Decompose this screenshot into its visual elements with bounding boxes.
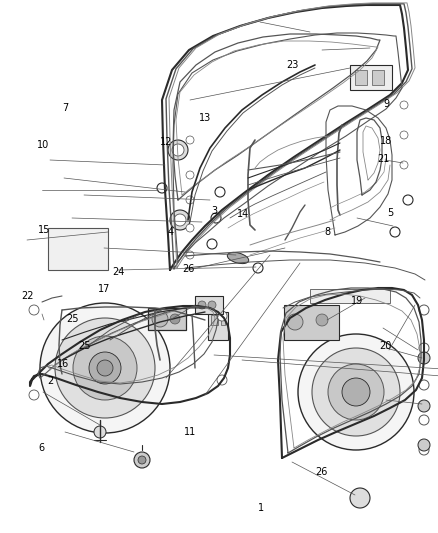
Circle shape xyxy=(400,131,408,139)
Circle shape xyxy=(97,360,113,376)
Text: 24: 24 xyxy=(112,267,124,277)
Circle shape xyxy=(172,144,184,156)
Circle shape xyxy=(29,390,39,400)
Circle shape xyxy=(170,314,180,324)
Text: 25: 25 xyxy=(66,314,78,324)
Bar xyxy=(355,70,367,85)
Bar xyxy=(310,289,390,303)
Circle shape xyxy=(170,210,190,230)
Text: 10: 10 xyxy=(37,140,49,150)
Text: 20: 20 xyxy=(379,342,392,351)
Circle shape xyxy=(207,239,217,249)
Circle shape xyxy=(73,336,137,400)
Circle shape xyxy=(215,187,225,197)
Circle shape xyxy=(298,334,414,450)
Circle shape xyxy=(328,364,384,420)
Bar xyxy=(372,70,384,85)
Circle shape xyxy=(94,426,106,438)
Text: 12: 12 xyxy=(160,138,173,147)
Bar xyxy=(208,312,228,340)
Bar xyxy=(221,315,225,325)
Circle shape xyxy=(89,352,121,384)
Circle shape xyxy=(186,196,194,204)
Circle shape xyxy=(316,314,328,326)
Text: 25: 25 xyxy=(78,342,90,351)
Text: 6: 6 xyxy=(39,443,45,453)
Text: 1: 1 xyxy=(258,503,264,513)
Bar xyxy=(48,228,108,270)
Circle shape xyxy=(287,314,303,330)
Circle shape xyxy=(419,445,429,455)
Text: 26: 26 xyxy=(182,264,194,274)
Circle shape xyxy=(138,456,146,464)
Text: 17: 17 xyxy=(98,285,110,294)
Text: 13: 13 xyxy=(199,114,211,123)
Text: 11: 11 xyxy=(184,427,197,437)
Circle shape xyxy=(168,140,188,160)
Circle shape xyxy=(253,263,263,273)
Circle shape xyxy=(400,161,408,169)
Circle shape xyxy=(403,195,413,205)
Text: 26: 26 xyxy=(316,467,328,477)
Circle shape xyxy=(419,415,429,425)
Text: 5: 5 xyxy=(387,208,393,218)
Text: 8: 8 xyxy=(325,227,331,237)
Circle shape xyxy=(418,400,430,412)
Bar xyxy=(350,65,392,90)
Circle shape xyxy=(157,183,167,193)
Circle shape xyxy=(40,303,170,433)
Circle shape xyxy=(419,305,429,315)
Text: 19: 19 xyxy=(351,296,363,305)
Circle shape xyxy=(186,251,194,259)
Circle shape xyxy=(134,452,150,468)
Circle shape xyxy=(174,214,186,226)
Circle shape xyxy=(217,311,227,321)
Text: 18: 18 xyxy=(380,136,392,146)
Circle shape xyxy=(342,378,370,406)
Text: 16: 16 xyxy=(57,359,70,368)
Text: 9: 9 xyxy=(383,99,389,109)
Circle shape xyxy=(419,380,429,390)
Circle shape xyxy=(186,224,194,232)
Circle shape xyxy=(186,136,194,144)
Text: 14: 14 xyxy=(237,209,249,219)
Circle shape xyxy=(418,352,430,364)
Text: 23: 23 xyxy=(286,60,299,70)
Circle shape xyxy=(198,301,206,309)
Circle shape xyxy=(400,101,408,109)
Circle shape xyxy=(217,375,227,385)
Circle shape xyxy=(186,171,194,179)
Circle shape xyxy=(55,318,155,418)
Circle shape xyxy=(350,488,370,508)
Circle shape xyxy=(390,227,400,237)
Ellipse shape xyxy=(227,253,249,264)
Text: 4: 4 xyxy=(168,227,174,237)
Bar xyxy=(211,315,218,325)
Circle shape xyxy=(211,213,221,223)
Text: 7: 7 xyxy=(62,103,68,112)
Circle shape xyxy=(418,439,430,451)
Bar xyxy=(195,296,223,314)
Text: 3: 3 xyxy=(212,206,218,215)
Text: 22: 22 xyxy=(21,292,33,301)
Circle shape xyxy=(208,301,216,309)
Bar xyxy=(284,305,339,340)
Circle shape xyxy=(152,311,168,327)
Text: 21: 21 xyxy=(377,154,389,164)
Circle shape xyxy=(312,348,400,436)
Text: 15: 15 xyxy=(38,225,50,235)
Circle shape xyxy=(419,343,429,353)
Text: 2: 2 xyxy=(47,376,53,386)
Circle shape xyxy=(29,305,39,315)
Bar xyxy=(148,308,186,330)
